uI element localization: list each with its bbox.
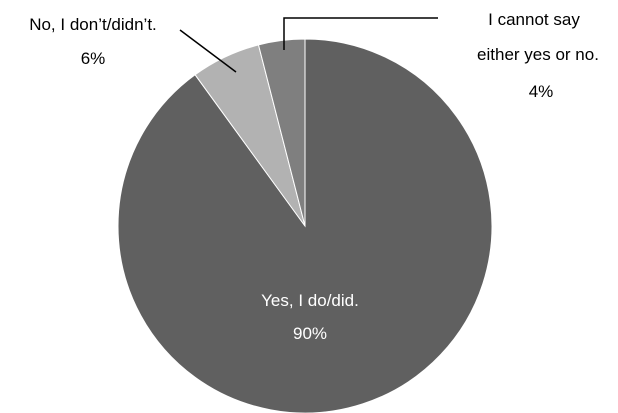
pie-slices	[117, 38, 493, 413]
leader-line-cannot-say	[283, 17, 438, 50]
leader-line-no	[179, 29, 237, 73]
pie-slice-cannot-say	[257, 38, 306, 227]
leader-lines	[179, 17, 438, 73]
slice-value-cannot-say: 4%	[529, 82, 554, 101]
slice-value-no: 6%	[81, 49, 106, 68]
slice-label-yes: Yes, I do/did.	[261, 291, 359, 310]
slice-value-yes: 90%	[293, 324, 327, 343]
slice-label-no: No, I don’t/didn’t.	[29, 15, 157, 34]
slice-label-cannot-say-line1: I cannot say	[488, 10, 580, 29]
slice-label-cannot-say-line2: either yes or no.	[477, 45, 599, 64]
